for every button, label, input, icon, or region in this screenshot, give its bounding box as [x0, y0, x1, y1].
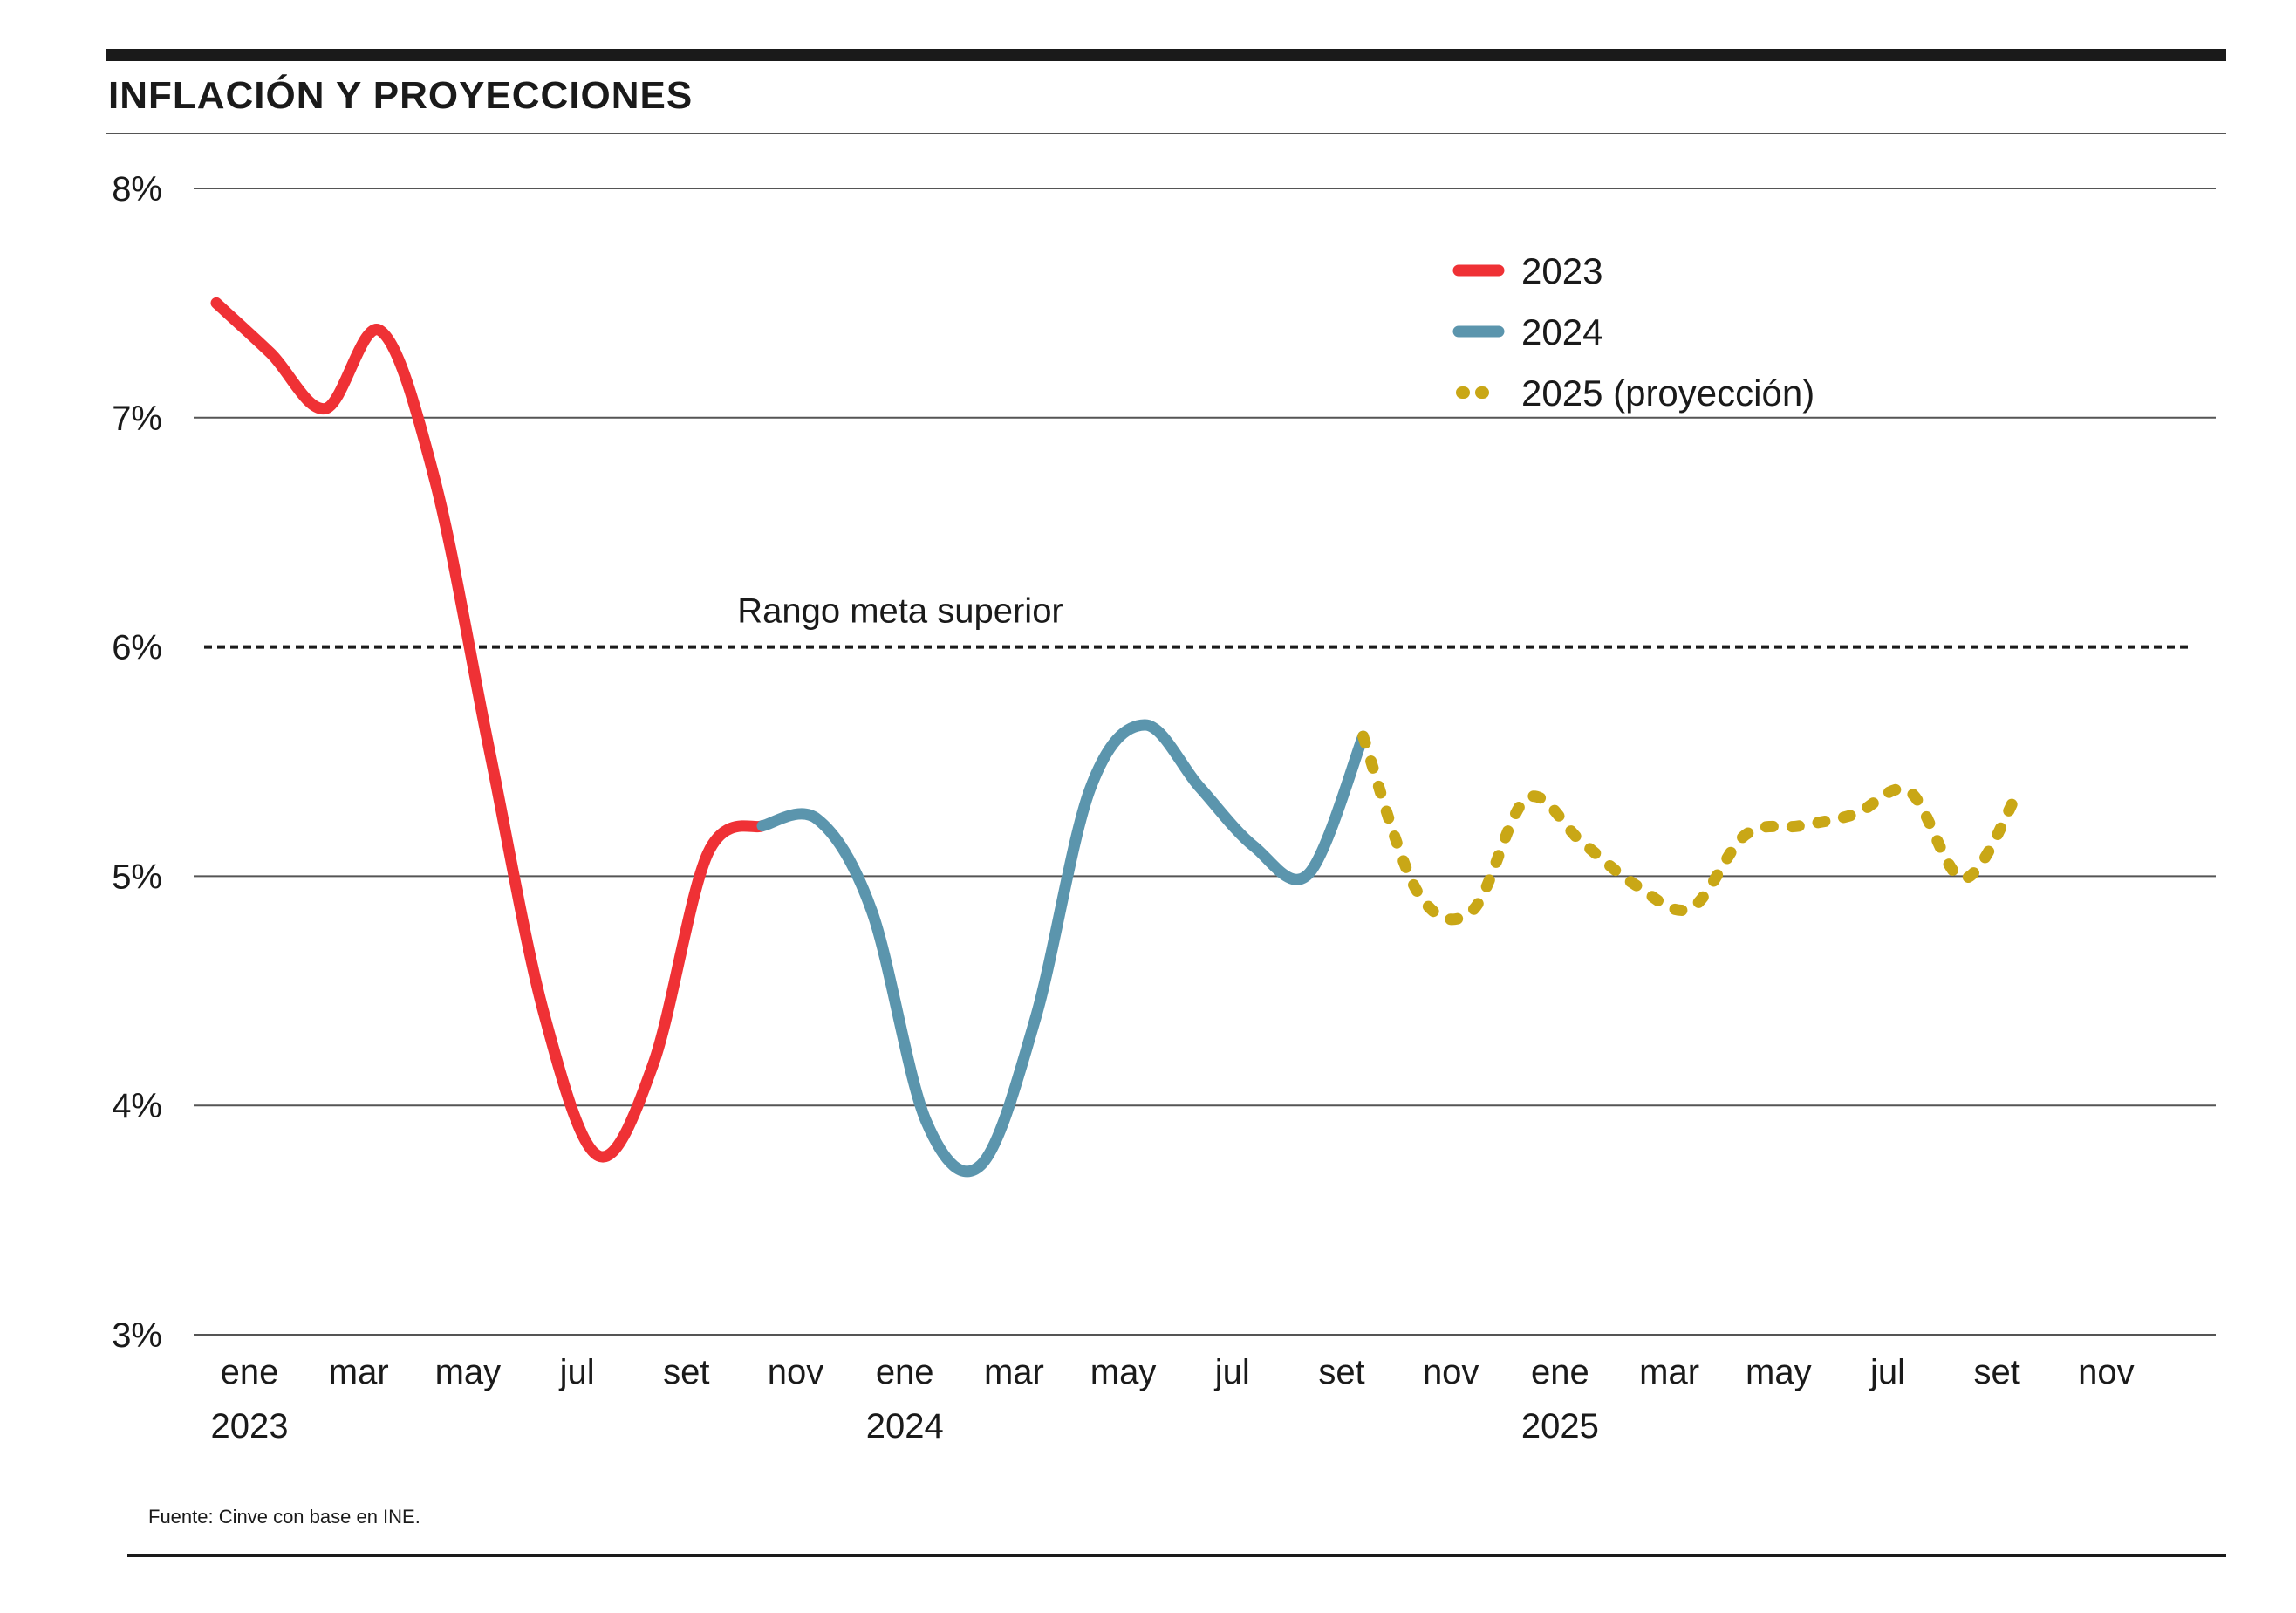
x-tick-label: may [1090, 1353, 1157, 1391]
y-tick-label: 8% [112, 170, 162, 208]
series-2024-line [756, 719, 1370, 1178]
x-tick-label: jul [1214, 1353, 1250, 1391]
y-axis-ticks: 8% 7% 6% 5% 4% 3% [112, 170, 162, 1355]
legend-label: 2025 (proyección) [1521, 372, 1814, 414]
x-tick-label: jul [559, 1353, 595, 1391]
legend-item-2024: 2024 [1452, 311, 1602, 352]
x-tick-label: nov [2078, 1353, 2135, 1391]
series-2025-projection-line [1357, 730, 2025, 926]
x-tick-label: mar [1639, 1353, 1699, 1391]
x-tick-label: set [1318, 1353, 1364, 1391]
x-tick-label: mar [329, 1353, 389, 1391]
series-2023-line [210, 297, 769, 1163]
y-tick-label: 3% [112, 1316, 162, 1355]
x-tick-label: ene [1531, 1353, 1589, 1391]
legend-label: 2024 [1521, 311, 1602, 352]
x-tick-label: may [1746, 1353, 1812, 1391]
y-tick-label: 5% [112, 858, 162, 896]
reference-line-label: Rango meta superior [737, 592, 1063, 631]
x-tick-label: may [435, 1353, 502, 1391]
legend-item-2025: 2025 (proyección) [1456, 372, 1814, 414]
x-axis-ticks: ene 2023 mar may jul set nov ene 2024 mar may jul se… [211, 1353, 2135, 1446]
legend-label: 2023 [1521, 250, 1602, 291]
x-tick-label: jul [1869, 1353, 1905, 1391]
series-lines [210, 297, 2025, 1178]
legend: 2023 2024 2025 (proyección) [1452, 250, 1814, 414]
top-rule [106, 49, 2226, 61]
y-tick-label: 7% [112, 400, 162, 438]
gridlines [194, 188, 2216, 1336]
reference-line-group: Rango meta superior [204, 592, 2190, 649]
x-tick-year-label: 2025 [1521, 1407, 1599, 1446]
x-tick-label: nov [1423, 1353, 1479, 1391]
x-tick-label: ene [221, 1353, 279, 1391]
x-tick-year-label: 2024 [866, 1407, 944, 1446]
x-tick-label: ene [876, 1353, 934, 1391]
y-tick-label: 4% [112, 1087, 162, 1125]
source-note: Fuente: Cinve con base en INE. [148, 1506, 420, 1528]
legend-item-2023: 2023 [1452, 250, 1602, 291]
y-tick-label: 6% [112, 629, 162, 667]
x-tick-label: set [663, 1353, 709, 1391]
chart-title: INFLACIÓN Y PROYECCIONES [108, 73, 693, 117]
x-tick-label: set [1974, 1353, 2020, 1391]
x-tick-label: mar [984, 1353, 1044, 1391]
x-tick-label: nov [768, 1353, 824, 1391]
bottom-rule [127, 1554, 2226, 1557]
x-tick-year-label: 2023 [211, 1407, 289, 1446]
